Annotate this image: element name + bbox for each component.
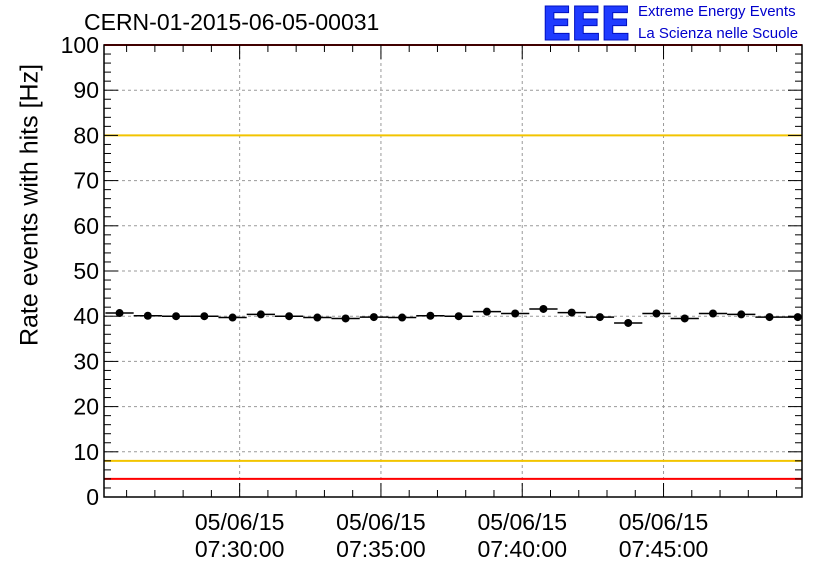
- y-tick-label: 20: [73, 394, 99, 420]
- data-point: [652, 309, 661, 318]
- data-point: [200, 312, 209, 321]
- y-axis: 0 10 20 30 40 50 60 70 80 90 100: [61, 32, 99, 510]
- data-point: [567, 308, 576, 317]
- data-point: [256, 310, 265, 319]
- logo-mark: EEE: [540, 0, 631, 52]
- x-tick-date-label: 05/06/15: [195, 509, 285, 535]
- x-tick-date-label: 05/06/15: [336, 509, 426, 535]
- data-point: [624, 318, 633, 327]
- chart-title: CERN-01-2015-06-05-00031: [84, 9, 380, 35]
- y-tick-label: 0: [86, 484, 99, 510]
- plot-frame: [103, 44, 803, 498]
- y-tick-label: 60: [73, 213, 99, 239]
- data-point: [765, 313, 774, 322]
- y-tick-label: 90: [73, 77, 99, 103]
- data-point: [228, 313, 237, 322]
- x-tick-time-label: 07:30:00: [195, 536, 285, 562]
- y-tick-label: 100: [61, 32, 99, 58]
- y-tick-label: 70: [73, 168, 99, 194]
- data-point: [539, 304, 548, 313]
- data-series: [105, 304, 802, 327]
- data-point: [680, 314, 689, 323]
- x-tick-time-label: 07:35:00: [336, 536, 426, 562]
- data-point: [172, 312, 181, 321]
- data-point: [285, 312, 294, 321]
- data-point: [143, 311, 152, 320]
- data-point: [313, 313, 322, 322]
- reference-lines: [104, 44, 802, 480]
- data-point: [369, 313, 378, 322]
- y-tick-label: 30: [73, 348, 99, 374]
- data-point: [398, 313, 407, 322]
- x-axis: 05/06/1507:30:0005/06/1507:35:0005/06/15…: [195, 509, 708, 562]
- y-tick-label: 10: [73, 439, 99, 465]
- y-tick-label: 40: [73, 303, 99, 329]
- x-tick-date-label: 05/06/15: [619, 509, 709, 535]
- x-tick-time-label: 07:40:00: [477, 536, 567, 562]
- y-tick-label: 80: [73, 122, 99, 148]
- data-point: [426, 311, 435, 320]
- data-point: [482, 307, 491, 316]
- logo-line-1: Extreme Energy Events: [638, 3, 796, 20]
- data-point: [737, 310, 746, 319]
- x-tick-time-label: 07:45:00: [619, 536, 709, 562]
- data-point: [708, 309, 717, 318]
- data-point: [595, 313, 604, 322]
- data-point: [793, 313, 802, 322]
- data-point: [511, 309, 520, 318]
- data-point: [454, 312, 463, 321]
- x-tick-date-label: 05/06/15: [477, 509, 567, 535]
- y-tick-label: 50: [73, 258, 99, 284]
- data-point: [115, 309, 124, 318]
- logo-line-2: La Scienza nelle Scuole: [638, 25, 799, 42]
- grid: [104, 45, 802, 497]
- data-point: [341, 314, 350, 323]
